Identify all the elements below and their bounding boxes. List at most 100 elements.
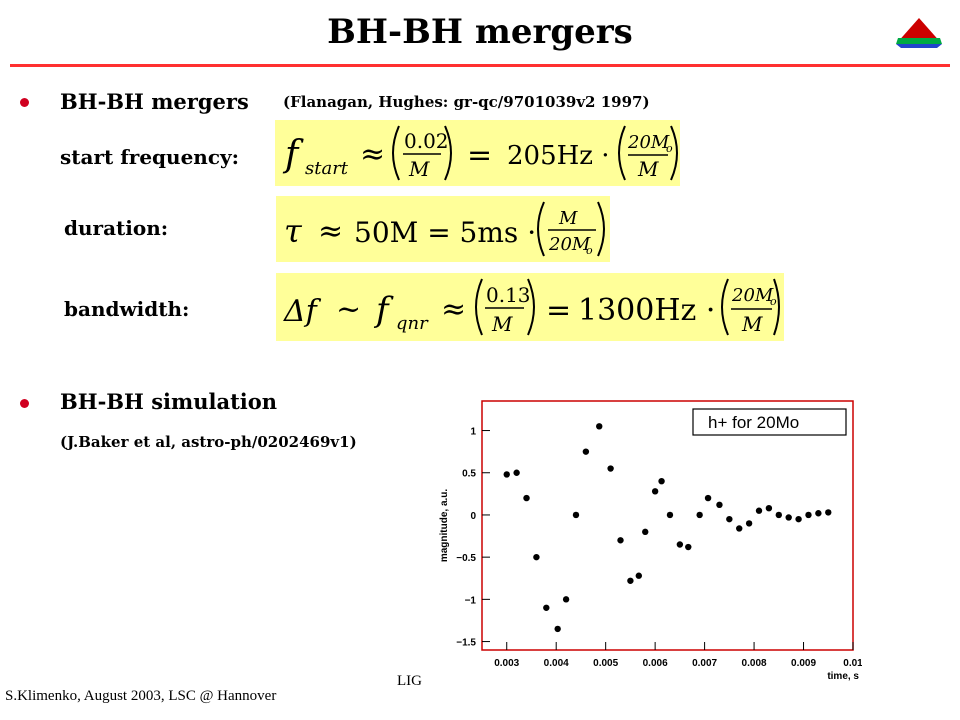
data-point	[805, 511, 812, 519]
bandwidth-label: bandwidth:	[64, 297, 190, 321]
eq-denominator: M	[491, 312, 513, 336]
y-tick-label: −1	[465, 595, 477, 606]
start-frequency-label: start frequency:	[60, 145, 240, 169]
ligo-logo-icon	[896, 18, 942, 48]
bullet-bh-mergers-reference: (Flanagan, Hughes: gr-qc/9701039v2 1997)	[283, 93, 650, 111]
data-point	[635, 572, 643, 579]
duration-equation: τ ≈ 50M = 5ms · M 20M o	[276, 196, 610, 262]
data-point	[775, 511, 782, 519]
eq-numerator: 0.13	[486, 283, 531, 307]
eq-tau-symbol: τ	[284, 212, 303, 250]
data-point	[795, 515, 802, 523]
eq-subscript: o	[666, 142, 673, 155]
data-point	[815, 510, 822, 517]
data-point	[554, 625, 561, 633]
data-point	[765, 504, 773, 512]
eq-subscript: start	[305, 158, 349, 179]
x-tick-label: 0.006	[643, 658, 668, 669]
eq-approx-sign: ≈	[441, 292, 466, 327]
y-axis-label: magnitude, a.u.	[439, 489, 450, 563]
data-point	[726, 515, 733, 523]
bullet-bh-mergers-heading: BH-BH mergers	[60, 89, 249, 114]
x-tick-label: 0.008	[742, 658, 767, 669]
data-point	[716, 501, 723, 509]
plot-frame	[481, 400, 854, 651]
eq-f-symbol: f	[373, 290, 394, 330]
x-tick-label: 0.003	[494, 658, 519, 669]
eq-numerator: 20M	[627, 132, 670, 153]
eq-denominator: M	[637, 157, 659, 181]
data-point	[685, 543, 692, 551]
eq-numerator: 20M	[731, 285, 774, 306]
legend-label: h+ for 20Mo	[708, 413, 799, 432]
data-point	[607, 465, 614, 472]
start-frequency-equation: f start ≈ 0.02 M = 205Hz · 20M o M	[275, 120, 680, 186]
data-point	[533, 553, 540, 561]
data-point	[572, 511, 580, 519]
data-point	[696, 511, 703, 519]
waveform-plot: 0.003 0.004 0.005 0.006 0.007 0.008 0.009 0.01 −…	[430, 385, 863, 690]
footer-author: S.Klimenko, August 2003, LSC @ Hannover	[5, 688, 277, 704]
x-tick-label: 0.009	[791, 658, 816, 669]
y-tick-label: −0.5	[456, 553, 476, 564]
eq-subscript: qnr	[396, 313, 429, 334]
x-axis-label: time, s	[827, 671, 859, 682]
bandwidth-equation: Δf ~ f qnr ≈ 0.13 M = 1300Hz · 20M o M	[276, 273, 784, 341]
eq-delta-f-symbol: Δf	[283, 294, 322, 329]
data-point	[523, 494, 530, 502]
data-point	[503, 471, 510, 478]
bullet-marker	[20, 98, 29, 107]
bullet-marker	[20, 399, 29, 408]
eq-value: 50M = 5ms ·	[354, 216, 536, 249]
eq-value: 1300Hz ·	[578, 293, 715, 328]
bullet-bh-simulation-heading: BH-BH simulation	[60, 389, 278, 414]
data-point	[676, 541, 684, 548]
x-tick-label: 0.004	[544, 658, 569, 669]
footer-center-text: LIG	[397, 673, 422, 689]
eq-f-symbol: f	[282, 134, 304, 175]
eq-denominator: 20M	[548, 234, 591, 255]
x-tick-label: 0.01	[843, 658, 862, 669]
data-point	[704, 494, 712, 502]
data-point	[513, 469, 520, 476]
waveform-plot-svg: 0.003 0.004 0.005 0.006 0.007 0.008 0.009 0.01 −…	[439, 400, 863, 682]
eq-denominator: M	[741, 312, 763, 336]
x-tick-label: 0.005	[593, 658, 618, 669]
data-point	[627, 577, 634, 584]
data-point	[543, 604, 550, 611]
data-point	[582, 448, 590, 455]
data-point	[596, 423, 603, 430]
x-tick-label: 0.007	[692, 658, 717, 669]
plot-legend: h+ for 20Mo	[692, 408, 847, 436]
data-point	[745, 520, 753, 527]
eq-numerator: M	[558, 208, 578, 229]
y-tick-label: 0	[470, 511, 476, 522]
y-tick-label: −1.5	[456, 638, 476, 649]
data-point	[755, 507, 763, 514]
duration-label: duration:	[64, 216, 169, 240]
eq-value: 205Hz ·	[507, 141, 610, 171]
data-point	[785, 514, 792, 521]
slide-title: BH-BH mergers	[327, 12, 633, 52]
data-point	[736, 525, 743, 532]
data-point	[658, 477, 665, 485]
eq-approx-sign: ≈	[360, 137, 385, 172]
eq-sim-sign: ~	[336, 292, 361, 327]
data-point	[617, 537, 624, 544]
eq-equals-sign: =	[546, 293, 571, 328]
eq-numerator: 0.02	[404, 129, 449, 153]
bullet-bh-simulation-reference: (J.Baker et al, astro-ph/0202469v1)	[60, 433, 357, 451]
eq-equals-sign: =	[467, 138, 492, 173]
eq-subscript: o	[770, 295, 777, 308]
eq-denominator: M	[408, 157, 430, 181]
data-point	[562, 596, 570, 603]
y-tick-label: 1	[470, 427, 476, 438]
data-point	[651, 488, 659, 495]
data-point	[666, 511, 674, 519]
eq-subscript: o	[586, 244, 593, 257]
data-point	[825, 509, 832, 516]
data-point	[642, 528, 649, 536]
y-tick-label: 0.5	[462, 469, 476, 480]
eq-approx-sign: ≈	[318, 214, 343, 249]
title-divider	[10, 64, 950, 67]
